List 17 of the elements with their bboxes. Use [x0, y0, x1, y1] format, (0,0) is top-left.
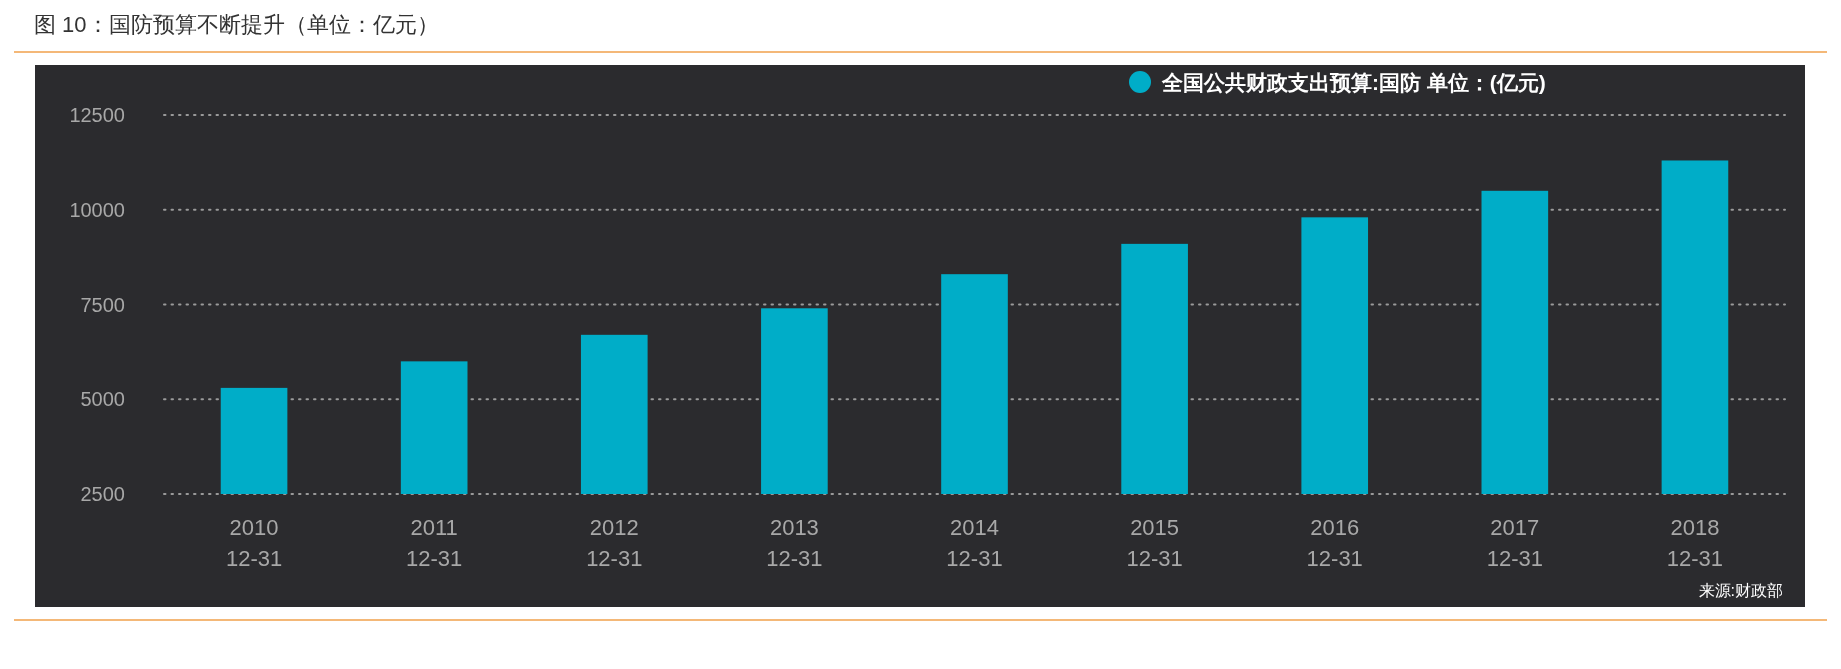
x-tick-label: 2010 12-31 — [225, 515, 283, 571]
x-tick-label: 2014 12-31 — [946, 515, 1003, 571]
chart-title: 图 10：国防预算不断提升（单位：亿元） — [34, 12, 439, 37]
y-tick-label: 10000 — [69, 198, 125, 221]
x-tick-label: 2013 12-31 — [766, 515, 823, 571]
legend-label: 全国公共财政支出预算:国防 单位：(亿元) — [1161, 71, 1546, 94]
y-tick-label: 5000 — [80, 388, 125, 411]
x-tick-label: 2017 12-31 — [1486, 515, 1543, 571]
x-tick-label: 2018 12-31 — [1666, 515, 1724, 571]
x-tick-label: 2015 12-31 — [1126, 515, 1183, 571]
y-tick-label: 12500 — [69, 104, 125, 126]
y-tick-label: 2500 — [80, 483, 125, 505]
x-tick-label: 2012 12-31 — [586, 515, 643, 571]
y-tick-label: 7500 — [80, 293, 125, 316]
source-note: 来源:财政部 — [1698, 582, 1783, 599]
x-tick-label: 2016 12-31 — [1306, 515, 1363, 571]
x-tick-label: 2011 12-31 — [406, 515, 463, 571]
